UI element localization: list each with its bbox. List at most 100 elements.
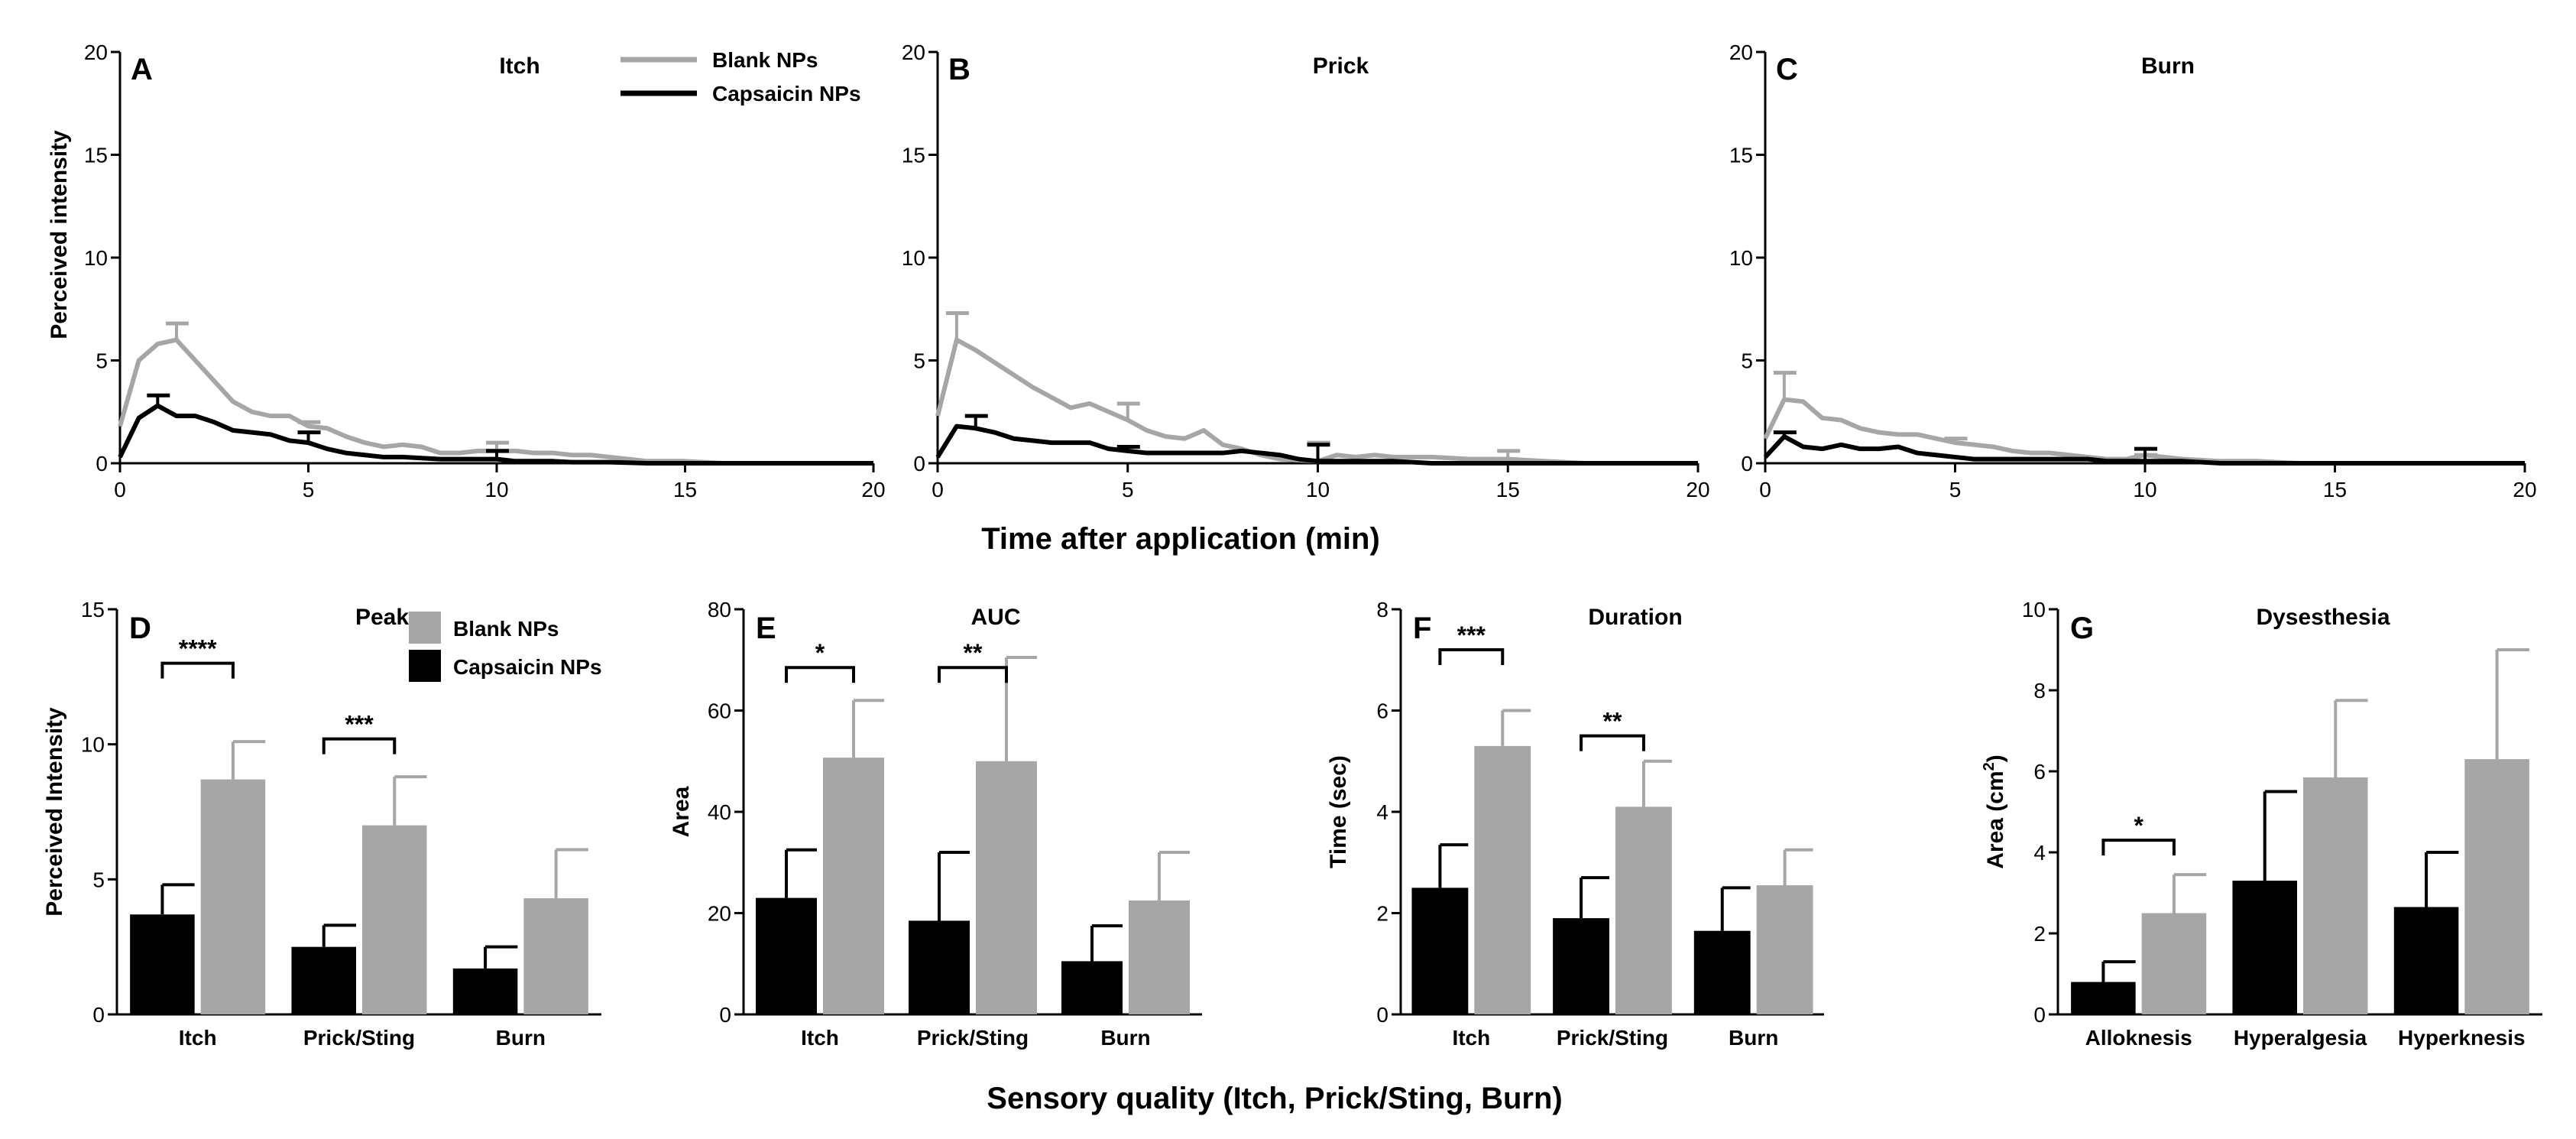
bar-capsaicin: [2393, 907, 2459, 1014]
panel-title: Dysesthesia: [2256, 605, 2390, 630]
panel-c: 0 5 10 15 20 0 5 10 15 20 C Burn: [1729, 41, 2537, 501]
bar-capsaicin: [909, 920, 970, 1014]
y-tick-label: 6: [2033, 760, 2046, 784]
bar-blank: [2141, 913, 2207, 1014]
y-tick-label: 10: [1729, 246, 1753, 270]
bar-blank: [362, 825, 427, 1014]
y-tick-label: 0: [2033, 1003, 2046, 1027]
significance-bracket: [1438, 648, 1505, 665]
y-tick-label: 20: [84, 41, 108, 64]
bar-blank: [976, 761, 1037, 1014]
x-tick-label: 0: [114, 478, 126, 501]
y-tick-label: 10: [81, 733, 105, 757]
y-tick-label: 40: [708, 800, 731, 824]
significance-label: **: [1603, 708, 1622, 735]
x-tick-label: 15: [1496, 478, 1520, 501]
y-tick-label: 5: [92, 868, 105, 891]
significance-bracket: [322, 737, 397, 754]
bar-capsaicin: [1693, 930, 1751, 1014]
y-tick-label: 10: [902, 246, 925, 270]
category-label: Hyperalgesia: [2234, 1026, 2367, 1050]
y-tick-label: 0: [913, 452, 925, 475]
significance-bracket: [1580, 734, 1645, 751]
bar-blank: [823, 758, 884, 1014]
panel-a: 0 5 10 15 20 0 5 10 15 20 A Itch Perceived intensity…: [47, 41, 886, 501]
panel-letter: D: [129, 612, 151, 645]
y-tick-label: 20: [902, 41, 925, 64]
significance-bracket: [2101, 839, 2176, 856]
panel-title: Burn: [2141, 54, 2195, 79]
significance-label: ***: [345, 711, 374, 738]
y-tick-label: 60: [708, 699, 731, 723]
x-tick-label: 10: [1306, 478, 1330, 501]
y-tick-label: 0: [92, 1003, 105, 1027]
y-axis-label-text: Time (sec): [1326, 755, 1351, 868]
legend-label-capsaicin: Capsaicin NPs: [453, 655, 602, 679]
series-line-capsaicin: [118, 403, 873, 466]
y-axis-label: Area: [669, 786, 694, 837]
bar-blank: [523, 898, 588, 1014]
y-axis-label-text: Area: [669, 786, 694, 837]
category-label: Prick/Sting: [1557, 1026, 1668, 1050]
legend-swatch-blank: [409, 612, 441, 644]
legend-label-capsaicin: Capsaicin NPs: [712, 82, 861, 105]
series-line-capsaicin: [1763, 434, 2525, 466]
legend-swatch-capsaicin: [409, 650, 441, 682]
bar-capsaicin: [756, 897, 817, 1014]
y-axis-label: Perceived Intensity: [42, 707, 67, 917]
panel-letter: E: [756, 612, 776, 645]
x-tick-label: 5: [1949, 478, 1962, 501]
x-tick-label: 20: [2513, 478, 2536, 501]
significance-label: *: [2134, 812, 2143, 839]
y-axis-label-text: Area (cm: [1983, 771, 2008, 868]
bar-blank: [1129, 900, 1190, 1014]
y-axis-label-superscript: 2: [1981, 762, 1998, 771]
x-tick-label: 10: [484, 478, 508, 501]
y-tick-label: 80: [708, 598, 731, 621]
significance-label: *: [815, 639, 825, 667]
y-axis-label-end: ): [1983, 754, 2008, 762]
x-tick-label: 0: [1759, 478, 1771, 501]
y-tick-label: 4: [1376, 800, 1388, 824]
category-label: Alloknesis: [2085, 1026, 2192, 1050]
y-tick-label: 0: [1741, 452, 1753, 475]
significance-bracket: [938, 666, 1008, 683]
x-tick-label: 15: [673, 478, 697, 501]
bar-capsaicin: [452, 968, 518, 1014]
category-label: Itch: [801, 1026, 839, 1050]
y-tick-label: 15: [84, 144, 108, 167]
bar-blank: [200, 779, 266, 1014]
y-axis-label: Area (cm2): [1981, 754, 2008, 869]
significance-label: ***: [1457, 621, 1486, 649]
panel-letter: C: [1776, 53, 1798, 86]
panel-b: 0 5 10 15 20 0 5 10 15 20 B Prick: [902, 41, 1710, 501]
y-axis-label: Time (sec): [1326, 755, 1351, 868]
y-tick-label: 8: [1376, 598, 1388, 621]
bar-blank: [2303, 777, 2368, 1014]
bar-blank: [2464, 759, 2529, 1014]
y-tick-label: 15: [81, 598, 105, 621]
bar-capsaicin: [2232, 881, 2297, 1014]
y-tick-label: 8: [2033, 679, 2046, 703]
y-tick-label: 5: [913, 349, 925, 373]
significance-label: ****: [179, 635, 217, 663]
category-label: Prick/Sting: [303, 1026, 415, 1050]
y-tick-label: 10: [2022, 598, 2046, 621]
legend-label-blank: Blank NPs: [453, 617, 559, 641]
bar-capsaicin: [130, 914, 195, 1014]
legend-label-blank: Blank NPs: [712, 48, 818, 72]
panel-letter: F: [1413, 612, 1431, 645]
x-tick-label: 5: [1122, 478, 1134, 501]
y-tick-label: 20: [1729, 41, 1753, 64]
y-tick-label: 2: [1376, 902, 1388, 926]
x-tick-label: 10: [2133, 478, 2156, 501]
y-axis-label-text: Perceived Intensity: [42, 707, 67, 917]
category-label: Hyperknesis: [2398, 1026, 2526, 1050]
panel-letter: B: [948, 53, 970, 86]
y-tick-label: 5: [1741, 349, 1753, 373]
bar-capsaicin: [1553, 918, 1609, 1014]
